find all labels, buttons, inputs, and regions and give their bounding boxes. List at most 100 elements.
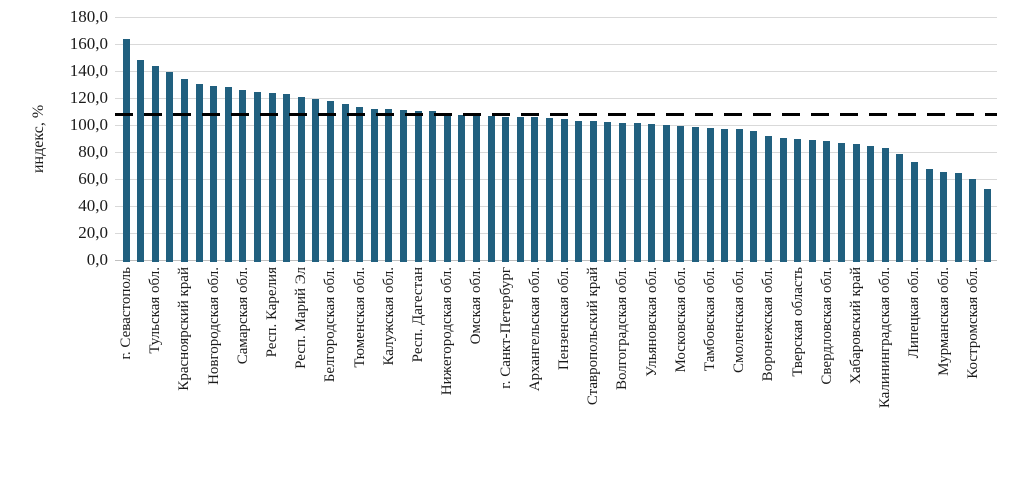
x-category-label: Тверская область [789,267,806,377]
bar [604,122,612,262]
bar [458,114,466,262]
x-category-label: г. Севастополь [118,267,134,360]
bar [545,118,553,262]
bar [910,161,918,262]
y-tick-label: 100,0 [69,114,108,134]
x-category-label: Омская обл. [468,267,485,345]
bar [575,120,583,262]
x-category-label: Архангельская обл. [526,267,543,392]
y-tick-label: 60,0 [78,168,108,188]
bar [224,87,232,262]
bar [823,140,831,262]
bar [779,137,787,262]
bar [691,126,699,262]
bar [808,139,816,262]
bar [166,72,174,262]
bar [370,108,378,262]
bar [399,109,407,262]
y-tick-label: 20,0 [78,222,108,242]
bar [677,126,685,262]
x-category-label: Мурманская обл. [935,267,952,376]
x-category-label: Нижегородская обл. [439,267,456,396]
bar [662,125,670,262]
bar [618,122,626,262]
x-category-label: Ульяновская обл. [643,267,660,377]
x-category-label: Смоленская обл. [731,267,748,373]
bar [764,135,772,262]
bar [151,66,159,262]
bar [385,109,393,262]
x-category-label: Самарская обл. [234,267,251,365]
x-category-label: Московская обл. [672,267,689,373]
x-category-label: Калининградская обл. [877,267,894,409]
gridline [115,178,997,180]
gridline [115,124,997,126]
bar [239,89,247,262]
bar [721,128,729,262]
bar [283,94,291,262]
x-category-label: Красноярский край [176,267,193,391]
bar [210,86,218,262]
x-category-label: Липецкая обл. [906,267,923,359]
bar [954,173,962,262]
bar [472,115,480,262]
gridline [115,97,997,99]
bar [589,121,597,262]
x-category-label: Тульская обл. [147,267,164,354]
reference-dashed-line [115,112,997,116]
bar [253,91,261,262]
bar [268,93,276,262]
bar [852,144,860,262]
gridline [115,70,997,72]
bar [516,116,524,262]
x-category-label: Новгородская обл. [205,267,222,385]
x-category-label: Свердловская обл. [818,267,835,385]
bar [429,111,437,262]
bar [531,117,539,262]
y-tick-label: 40,0 [78,195,108,215]
bar [180,78,188,262]
bar [867,146,875,262]
gridline [115,232,997,234]
y-tick-label: 120,0 [69,87,108,107]
bar [137,60,145,262]
bar [648,124,656,262]
bar [195,84,203,262]
bar [735,129,743,262]
x-category-label: Тамбовская обл. [702,267,718,372]
bar [443,113,451,262]
bar [794,138,802,262]
bar [750,130,758,262]
bar [969,178,977,262]
x-category-label: Хабаровский край [848,267,864,384]
bar [706,128,714,262]
bar [122,38,130,262]
bar [837,142,845,262]
bar [633,123,641,262]
x-category-label: Тюменская обл. [351,267,368,368]
bar [896,154,904,262]
x-category-label: Воронежская обл. [760,267,777,382]
bar [356,107,364,262]
gridline [115,17,997,18]
bar [487,116,495,262]
y-tick-label: 80,0 [78,141,108,161]
bar [341,103,349,262]
bar [940,171,948,262]
y-tick-label: 180,0 [69,7,108,26]
bar [297,97,305,262]
gridline [115,205,997,207]
bar [312,98,320,262]
x-category-label: Волгоградская обл. [614,267,631,391]
x-category-label: Белгородская обл. [322,267,339,383]
y-tick-label: 160,0 [69,33,108,53]
x-category-label: Костромская обл. [964,267,981,379]
gridline [115,151,997,153]
bar [881,147,889,262]
gridline [115,43,997,45]
x-axis-line [115,259,997,261]
bar [502,116,510,262]
x-category-label: Ставропольский край [585,267,602,406]
bar [925,168,933,262]
